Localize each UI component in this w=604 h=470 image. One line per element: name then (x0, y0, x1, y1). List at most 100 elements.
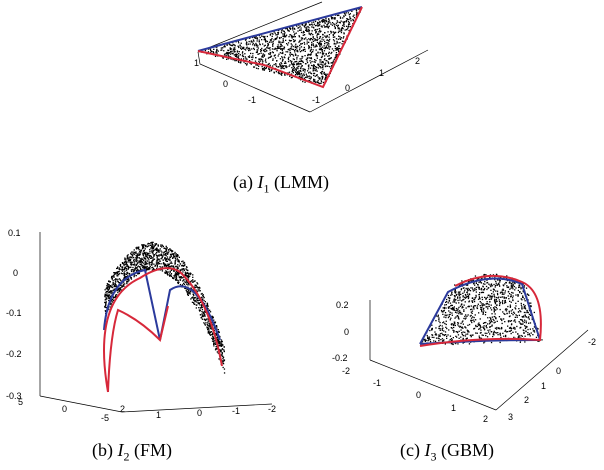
panel-b-point (219, 341, 221, 343)
panel-c-point (537, 340, 539, 342)
panel-b-point (151, 269, 153, 271)
panel-b-point (222, 344, 224, 346)
panel-b-point (206, 323, 208, 326)
panel-a-point (314, 29, 316, 31)
panel-c-point (495, 280, 497, 283)
panel-a-point (255, 57, 257, 59)
panel-c-point (484, 287, 486, 290)
panel-a-point (281, 66, 283, 68)
panel-c-point (439, 321, 441, 324)
panel-a-point (272, 58, 274, 60)
panel-c-point (493, 316, 495, 318)
panel-a-point (320, 82, 322, 84)
panel-c-point (459, 296, 461, 298)
panel-a-point (221, 49, 223, 51)
panel-c-point (517, 294, 519, 296)
panel-a-point (324, 78, 326, 80)
panel-c-point (520, 292, 523, 295)
panel-a-point (240, 47, 242, 49)
panel-a-points (200, 7, 362, 87)
panel-a-point (348, 18, 350, 21)
panel-a-point (337, 26, 339, 28)
panel-a-point (335, 38, 338, 40)
panel-c-point (541, 339, 543, 341)
panel-b-point (144, 261, 146, 263)
panel-c-point (478, 328, 480, 330)
panel-a-point (310, 32, 313, 35)
panel-b-point (206, 307, 209, 309)
panel-a-point (226, 54, 228, 56)
panel-b-point (222, 366, 224, 369)
caption-b-sub: 2 (123, 449, 130, 464)
panel-c-tick-y-3: 2 (524, 395, 529, 405)
panel-b-point (192, 293, 195, 296)
panel-c-point (431, 328, 433, 330)
panel-b-point (196, 290, 198, 293)
panel-b-point (146, 263, 148, 265)
panel-c-point (455, 335, 457, 337)
panel-c-point (470, 336, 472, 338)
panel-c-point (453, 324, 455, 326)
panel-a-point (227, 53, 229, 55)
panel-a-point (265, 67, 267, 69)
panel-b-point (169, 254, 172, 256)
panel-c-point (504, 330, 506, 332)
panel-a-point (334, 23, 336, 26)
panel-b-point (170, 249, 172, 252)
panel-a-point (292, 69, 294, 72)
panel-c-point (504, 290, 506, 292)
panel-b-point (170, 275, 173, 278)
panel-a-point (303, 68, 306, 70)
panel-b-point (117, 273, 120, 276)
panel-c-point (450, 294, 452, 296)
panel-c-point (453, 321, 455, 323)
panel-a-point (317, 51, 319, 53)
panel-c-point (488, 303, 490, 306)
panel-b-point (105, 303, 107, 305)
panel-a-point (290, 43, 292, 45)
panel-b-point (185, 274, 187, 276)
panel-c-point (468, 305, 470, 307)
panel-a-point (316, 28, 318, 31)
panel-b-point (147, 243, 149, 245)
panel-b-point (135, 264, 137, 266)
panel-c-point (488, 298, 491, 301)
panel-c-point (466, 337, 468, 339)
panel-b-point (140, 249, 142, 251)
panel-b-point (188, 273, 190, 275)
panel-c-point (485, 311, 487, 313)
panel-c-point (526, 326, 528, 328)
panel-a-point (319, 66, 321, 68)
panel-c-point (428, 338, 430, 340)
panel-b-point (133, 264, 135, 266)
panel-c-point (481, 310, 483, 313)
panel-a-point (320, 30, 322, 32)
panel-b-point (150, 255, 152, 258)
panel-b-point (209, 334, 212, 336)
panel-a-point (291, 53, 293, 55)
panel-b-point (207, 320, 209, 322)
panel-b-point (149, 264, 151, 266)
panel-a-point (248, 55, 251, 57)
panel-c-point (458, 294, 460, 297)
panel-b-point (216, 351, 218, 353)
panel-c-point (484, 277, 486, 279)
panel-c-point (507, 320, 510, 322)
panel-b-point (125, 263, 127, 265)
panel-c-point (493, 322, 495, 324)
panel-b-point (136, 259, 138, 262)
panel-a-point (333, 50, 335, 52)
panel-b-point (105, 304, 107, 307)
panel-a-point (319, 45, 321, 47)
panel-b-point (156, 257, 158, 259)
panel-c-point (504, 301, 506, 303)
panel-b-point (207, 324, 209, 326)
panel-b-point (198, 302, 200, 304)
panel-c-point (455, 291, 457, 293)
panel-a-point (304, 24, 307, 26)
panel-c-point (457, 299, 459, 302)
panel-c-point (478, 296, 480, 298)
panel-b-point (148, 263, 150, 265)
panel-c-point (485, 297, 488, 299)
panel-c-point (473, 282, 475, 284)
